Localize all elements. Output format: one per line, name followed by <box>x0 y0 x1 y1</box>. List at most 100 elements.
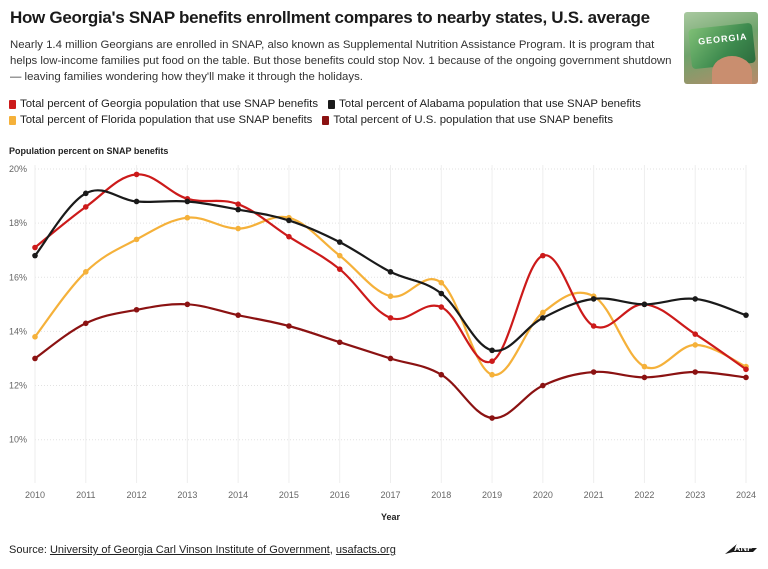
x-tick-label: 2013 <box>177 490 197 500</box>
data-point-georgia-2010 <box>32 244 38 251</box>
data-point-alabama-2019 <box>489 347 495 354</box>
chart-subtitle: Nearly 1.4 million Georgians are enrolle… <box>10 39 672 83</box>
data-point-georgia-2014 <box>235 201 241 207</box>
data-point-us-2019 <box>489 415 495 421</box>
data-point-alabama-2017 <box>387 269 394 275</box>
data-point-florida-2016 <box>336 252 343 259</box>
data-point-florida-2013 <box>184 214 191 221</box>
data-point-us-2023 <box>692 369 699 375</box>
y-tick-label: 20% <box>9 164 27 174</box>
series-line-georgia <box>33 173 748 371</box>
data-point-georgia-2012 <box>133 171 140 178</box>
source-label: Source: <box>9 544 47 556</box>
x-tick-label: 2015 <box>279 490 299 500</box>
data-point-alabama-2018 <box>438 290 445 297</box>
data-point-florida-2012 <box>133 236 140 243</box>
data-point-georgia-2023 <box>692 331 699 337</box>
data-point-georgia-2020 <box>540 252 546 259</box>
x-tick-label: 2010 <box>25 490 45 500</box>
legend-label-georgia: Total percent of Georgia population that… <box>20 98 319 110</box>
data-point-us-2022 <box>641 374 648 381</box>
series-line-florida <box>33 215 748 376</box>
source-separator: , <box>329 544 333 556</box>
y-tick-label: 18% <box>9 218 27 228</box>
x-tick-label: 2021 <box>584 490 604 500</box>
data-point-georgia-2015 <box>286 233 292 240</box>
x-tick-label: 2022 <box>634 490 654 500</box>
data-point-alabama-2015 <box>286 217 292 224</box>
y-tick-label: 10% <box>9 435 27 445</box>
data-point-us-2018 <box>438 371 445 378</box>
data-point-alabama-2023 <box>692 296 699 302</box>
data-point-us-2016 <box>336 339 343 346</box>
data-point-florida-2011 <box>82 269 89 275</box>
source-link-uga[interactable]: University of Georgia Carl Vinson Instit… <box>49 544 330 556</box>
y-axis-title: Population percent on SNAP benefits <box>9 146 168 156</box>
y-tick-label: 16% <box>9 272 27 282</box>
anf-logo: ANF <box>725 543 757 554</box>
legend-item-georgia[interactable]: Total percent of Georgia population that… <box>9 98 318 110</box>
data-point-alabama-2014 <box>235 206 241 213</box>
legend-item-us[interactable]: Total percent of U.S. population that us… <box>322 114 613 126</box>
thumbnail-image[interactable]: GEORGIA <box>684 12 758 84</box>
logo-text: ANF <box>734 543 753 553</box>
data-point-florida-2018 <box>438 279 445 286</box>
data-point-georgia-2018 <box>438 304 445 310</box>
chart-area: Population percent on SNAP benefits 10% 12… <box>0 140 768 530</box>
data-point-us-2010 <box>32 355 38 362</box>
data-point-us-2015 <box>286 323 292 329</box>
data-point-alabama-2022 <box>641 301 648 308</box>
x-tick-label: 2012 <box>127 490 147 500</box>
data-point-alabama-2010 <box>32 252 38 259</box>
data-point-florida-2014 <box>235 225 241 232</box>
legend-label-florida: Total percent of Florida population that… <box>20 114 313 126</box>
data-point-us-2014 <box>235 312 241 318</box>
legend-swatch-us <box>322 115 330 125</box>
x-tick-label: 2024 <box>736 490 756 500</box>
source-link-usafacts[interactable]: usafacts.org <box>335 544 396 556</box>
data-point-georgia-2016 <box>336 266 343 272</box>
x-tick-label: 2018 <box>431 490 451 500</box>
data-point-us-2012 <box>133 306 140 313</box>
data-point-georgia-2024 <box>743 366 749 373</box>
legend-swatch-alabama <box>328 99 336 109</box>
legend-label-alabama: Total percent of Alabama population that… <box>339 98 641 110</box>
legend-swatch-georgia <box>9 99 16 109</box>
data-point-us-2021 <box>590 369 597 375</box>
data-point-georgia-2019 <box>489 358 495 364</box>
data-point-us-2013 <box>184 301 191 308</box>
data-point-us-2011 <box>82 320 89 327</box>
x-tick-label: 2017 <box>380 490 400 500</box>
x-axis-title: Year <box>381 512 401 522</box>
x-tick-label: 2011 <box>76 490 95 500</box>
data-point-alabama-2016 <box>336 239 343 245</box>
legend-item-florida[interactable]: Total percent of Florida population that… <box>9 114 312 126</box>
y-tick-label: 12% <box>9 381 27 391</box>
data-point-florida-2017 <box>387 293 394 300</box>
hand-graphic <box>712 56 752 84</box>
data-point-alabama-2011 <box>82 190 89 197</box>
legend-swatch-florida <box>9 115 16 125</box>
data-point-georgia-2021 <box>590 323 597 329</box>
data-point-georgia-2011 <box>82 204 89 210</box>
x-tick-label: 2019 <box>482 490 502 500</box>
data-point-florida-2023 <box>692 342 699 348</box>
legend-label-us: Total percent of U.S. population that us… <box>333 114 614 126</box>
y-tick-label: 14% <box>9 326 27 336</box>
data-point-florida-2010 <box>32 334 38 340</box>
data-point-alabama-2021 <box>590 296 597 302</box>
x-tick-label: 2020 <box>533 490 553 500</box>
data-point-alabama-2012 <box>133 198 140 205</box>
x-tick-label: 2023 <box>685 490 705 500</box>
chart-legend: Total percent of Georgia population that… <box>9 96 641 128</box>
data-point-alabama-2013 <box>184 198 191 205</box>
line-chart: Population percent on SNAP benefits 10% 12… <box>9 146 756 522</box>
data-point-florida-2022 <box>641 363 648 370</box>
x-tick-label: 2016 <box>330 490 350 500</box>
legend-item-alabama[interactable]: Total percent of Alabama population that… <box>328 98 641 110</box>
data-point-florida-2019 <box>489 371 495 378</box>
data-point-florida-2020 <box>540 309 546 316</box>
data-point-us-2017 <box>387 355 394 362</box>
source-line: Source: University of Georgia Carl Vinso… <box>9 544 396 556</box>
data-point-us-2024 <box>743 374 749 381</box>
